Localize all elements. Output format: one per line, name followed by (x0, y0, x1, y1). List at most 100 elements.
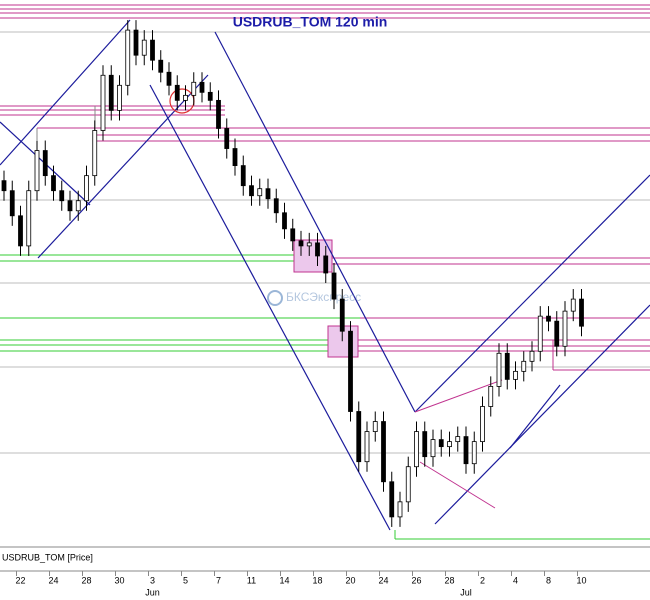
candle-body (537, 315, 543, 352)
x-tick-label: 14 (279, 575, 289, 585)
trend-line (414, 379, 503, 413)
candle-body (141, 39, 147, 56)
watermark-text: БКСЭкспресс (286, 290, 361, 304)
x-tick-label: 26 (411, 575, 421, 585)
month-label: Jul (460, 587, 472, 597)
highlight-circle (169, 88, 195, 114)
watermark-icon (267, 290, 283, 306)
trend-line (419, 461, 496, 509)
x-tick-label: 20 (345, 575, 355, 585)
candle-body (18, 215, 23, 247)
candle-body (471, 441, 477, 465)
candle-body (356, 411, 362, 463)
candle-body (100, 74, 106, 131)
candle-body (381, 421, 386, 483)
watermark: БКСЭкспресс (267, 290, 361, 306)
candle-body (315, 242, 320, 257)
candle-body (42, 150, 48, 177)
level-lines (0, 4, 650, 540)
trend-lines (0, 19, 650, 531)
candle-body (422, 431, 428, 458)
candle-body (521, 360, 527, 372)
candle-body (290, 228, 296, 242)
candle-body (158, 59, 164, 73)
candle-body (174, 84, 180, 101)
candle-body (480, 406, 485, 443)
candle-body (298, 240, 304, 247)
candle-body (257, 188, 263, 197)
candle-body (405, 466, 411, 503)
candle-body (504, 352, 510, 380)
x-tick-label: 4 (513, 575, 518, 585)
candle-body (92, 130, 98, 177)
candle-body (9, 190, 15, 217)
candle-body (562, 310, 568, 347)
x-tick-label: 7 (216, 575, 221, 585)
candle-body (389, 481, 395, 518)
candle-body (496, 352, 502, 387)
trend-line (149, 84, 391, 531)
candle-body (240, 165, 246, 187)
candle-body (579, 298, 584, 327)
candle-body (191, 81, 197, 96)
candle-body (59, 190, 65, 202)
trend-line (37, 74, 209, 259)
candle-body (125, 29, 131, 86)
candle-body (546, 315, 551, 322)
candle-body (34, 150, 40, 192)
candle-body (513, 370, 518, 380)
candle-body (166, 71, 172, 86)
candle-body (249, 185, 254, 197)
candle-body (207, 91, 213, 101)
x-tick-label: 18 (312, 575, 322, 585)
candle-body (463, 436, 469, 465)
candle-body (183, 94, 188, 101)
candle-body (67, 200, 73, 212)
chart-title: USDRUB_TOM 120 min (233, 14, 388, 30)
x-tick-label: 22 (15, 575, 25, 585)
candle-body (372, 421, 378, 432)
candle-body (430, 439, 436, 458)
candle-body (224, 128, 230, 149)
candle-body (51, 175, 56, 192)
candle-body (306, 242, 312, 247)
x-tick-label: 11 (247, 575, 256, 585)
candle-body (75, 200, 81, 212)
candle-body (282, 212, 287, 230)
candle-body (570, 298, 576, 312)
candle-body (150, 39, 155, 61)
candle-body (348, 330, 353, 412)
candle-body (133, 29, 139, 56)
x-tick-label: 8 (546, 575, 551, 585)
x-tick-label: 24 (378, 575, 388, 585)
candle-body (323, 255, 329, 274)
candle-body (488, 386, 494, 407)
month-label: Jun (145, 587, 160, 597)
candle-body (84, 175, 89, 202)
x-tick-label: 28 (444, 575, 454, 585)
candle-body (339, 298, 345, 332)
candle-body (199, 81, 205, 93)
candle-body (438, 439, 444, 448)
candle-body (364, 431, 370, 463)
candle-body (216, 99, 221, 129)
candle-body (108, 74, 114, 111)
x-tick-label: 10 (576, 575, 586, 585)
candle-body (447, 441, 452, 448)
x-tick-label: 3 (150, 575, 155, 585)
x-tick-label: 28 (81, 575, 91, 585)
candle-body (397, 501, 403, 518)
candle-body (26, 190, 32, 247)
grid (0, 31, 650, 454)
series-label-band (0, 547, 650, 567)
trend-line (509, 384, 561, 449)
candle-body (331, 272, 337, 300)
candle-body (273, 198, 279, 214)
candle-body (117, 84, 122, 111)
trend-line (414, 174, 650, 413)
candle-body (529, 350, 535, 362)
trend-line (434, 304, 650, 525)
